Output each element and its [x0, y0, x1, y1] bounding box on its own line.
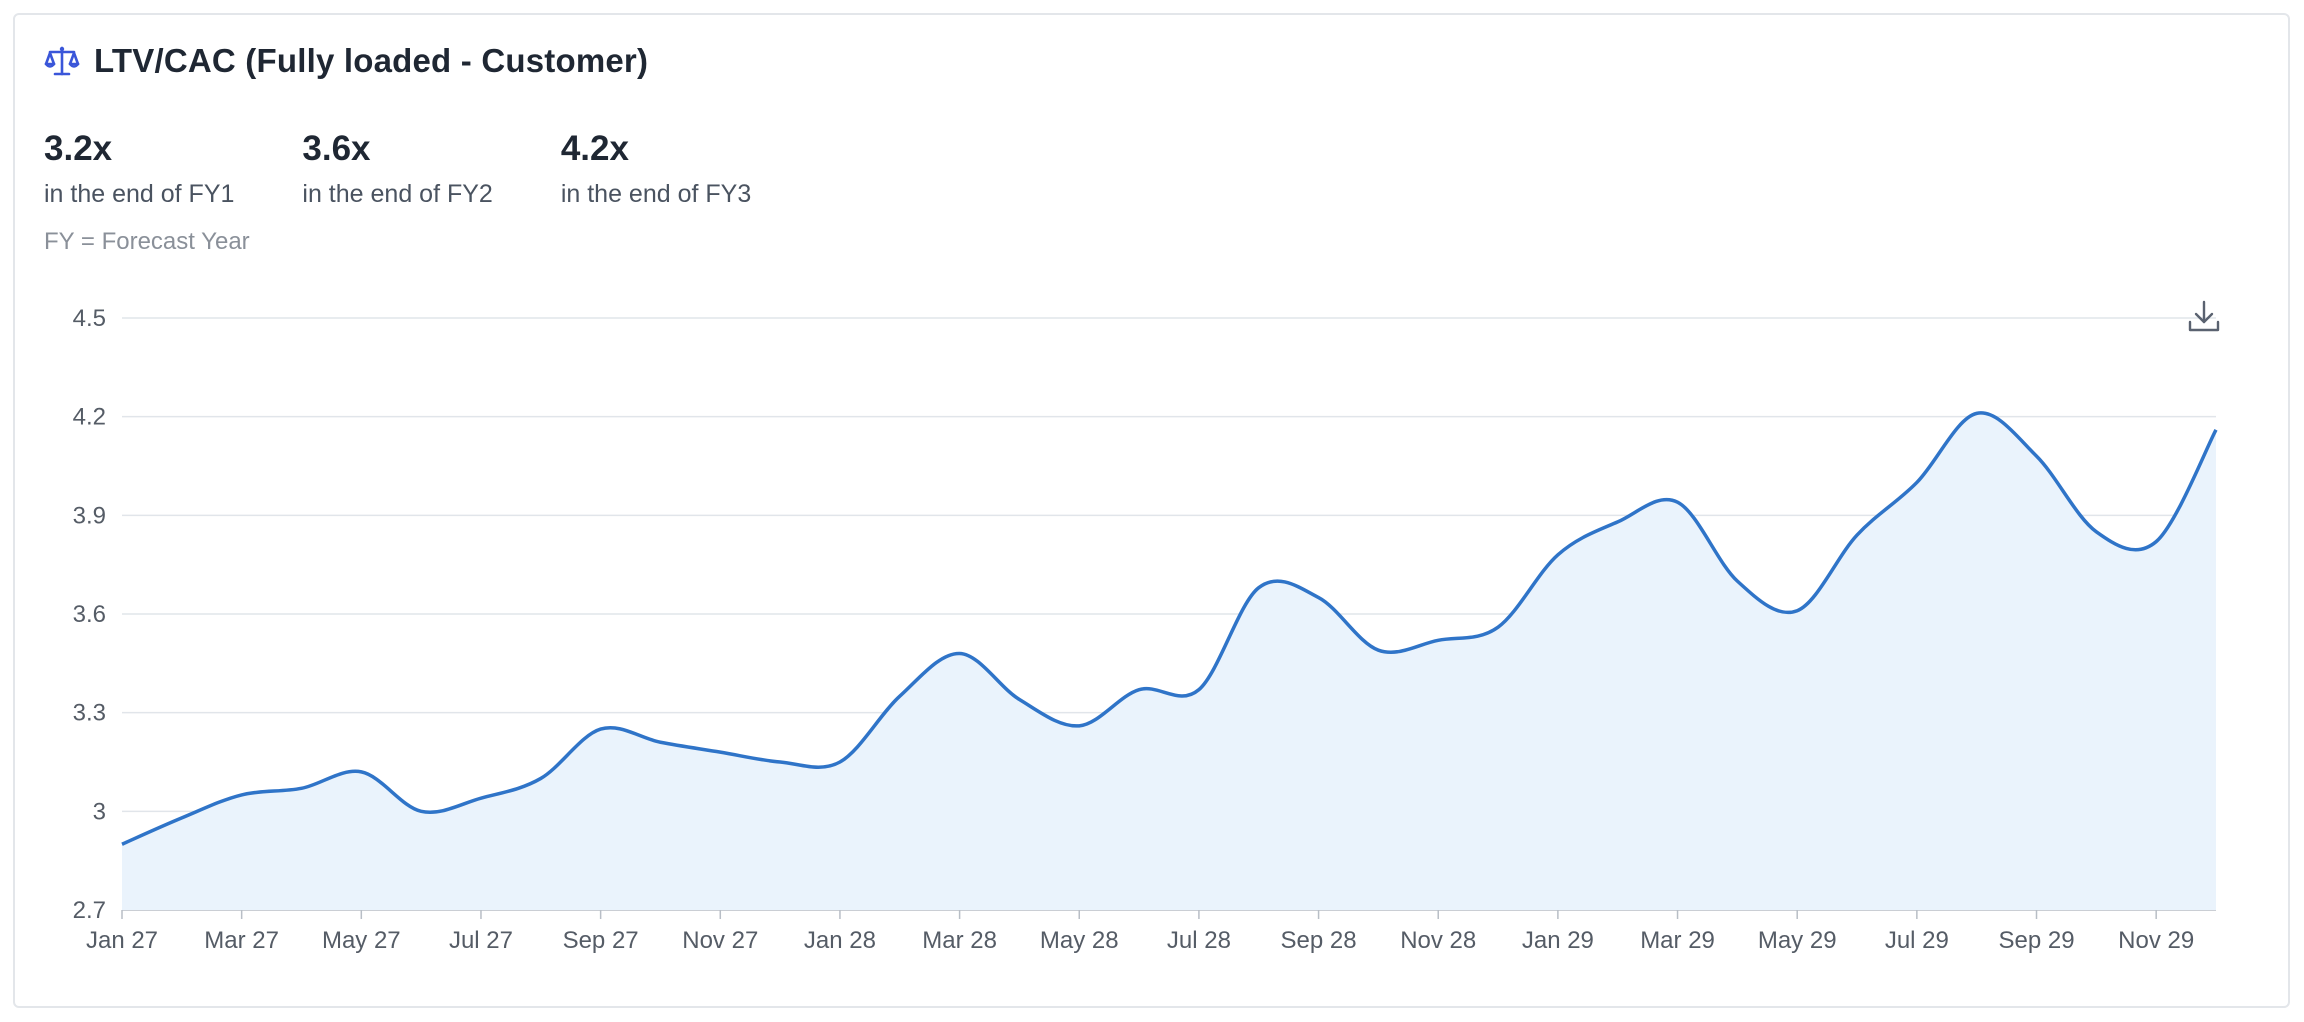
kpi-label: in the end of FY3: [560, 180, 752, 208]
data-point-jul-27[interactable]: [475, 792, 487, 804]
download-icon[interactable]: [2187, 298, 2221, 334]
data-point-oct-28[interactable]: [1372, 644, 1384, 656]
data-point-sep-27[interactable]: [595, 723, 607, 735]
data-point-dec-28[interactable]: [1492, 621, 1504, 633]
data-point-nov-28[interactable]: [1432, 634, 1444, 646]
x-tick-label: Mar 27: [204, 927, 279, 954]
x-tick-label: Jul 29: [1885, 927, 1949, 954]
data-point-oct-27[interactable]: [654, 736, 666, 748]
x-tick-label: May 28: [1040, 927, 1119, 954]
area-fill: [122, 412, 2216, 910]
kpi-fy1: 3.2x in the end of FY1: [44, 128, 234, 209]
y-tick-label: 2.7: [73, 897, 106, 924]
chart-title: LTV/CAC (Fully loaded - Customer): [94, 42, 649, 79]
x-tick-label: Jan 28: [804, 927, 876, 954]
kpi-label: in the end of FY1: [44, 180, 235, 208]
data-point-jan-29[interactable]: [1552, 549, 1564, 561]
x-tick-label: Mar 28: [922, 927, 997, 954]
data-point-mar-28[interactable]: [954, 647, 966, 659]
x-tick-label: Nov 29: [2118, 927, 2194, 954]
data-point-apr-29[interactable]: [1731, 575, 1743, 587]
data-point-sep-29[interactable]: [2031, 450, 2043, 462]
x-tick-label: Sep 28: [1281, 927, 1357, 954]
scale-icon: [44, 43, 80, 79]
y-tick-label: 3.9: [73, 502, 106, 529]
kpi-fy2: 3.6x in the end of FY2: [302, 128, 492, 209]
y-tick-label: 4.2: [73, 404, 106, 431]
data-point-feb-29[interactable]: [1612, 516, 1624, 528]
kpi-value: 3.2x: [44, 129, 113, 168]
data-point-feb-27[interactable]: [176, 812, 188, 824]
data-point-jun-28[interactable]: [1133, 684, 1145, 696]
x-tick-label: Sep 27: [563, 927, 639, 954]
data-point-aug-29[interactable]: [1971, 407, 1983, 419]
x-tick-label: May 29: [1758, 927, 1837, 954]
data-point-aug-27[interactable]: [535, 772, 547, 784]
data-point-may-28[interactable]: [1073, 720, 1085, 732]
kpi-fy3: 4.2x in the end of FY3: [561, 128, 751, 209]
data-point-aug-28[interactable]: [1253, 582, 1265, 594]
footnote: FY = Forecast Year: [44, 228, 250, 255]
y-tick-label: 4.5: [73, 305, 106, 332]
data-point-oct-29[interactable]: [2090, 526, 2102, 538]
series-line: [121, 411, 2218, 846]
data-point-nov-27[interactable]: [714, 746, 726, 758]
data-point-may-27[interactable]: [355, 766, 367, 778]
kpi-value: 3.6x: [302, 129, 371, 168]
data-point-jun-27[interactable]: [415, 805, 427, 817]
x-tick-label: Jan 29: [1522, 927, 1594, 954]
data-point-may-29[interactable]: [1791, 605, 1803, 617]
data-point-sep-28[interactable]: [1313, 592, 1325, 604]
kpi-label: in the end of FY2: [302, 180, 493, 208]
x-tick-label: Jul 27: [449, 927, 513, 954]
data-point-nov-29[interactable]: [2150, 536, 2162, 548]
data-point-mar-29[interactable]: [1672, 496, 1684, 508]
data-point-jun-29[interactable]: [1851, 529, 1863, 541]
y-tick-label: 3: [93, 798, 106, 825]
kpi-value: 4.2x: [560, 129, 629, 168]
data-point-jan-28[interactable]: [834, 756, 846, 768]
data-point-jan-27[interactable]: [116, 838, 128, 850]
x-tick-label: Jan 27: [86, 927, 158, 954]
data-point-dec-29[interactable]: [2210, 424, 2222, 436]
y-tick-label: 3.3: [73, 700, 106, 727]
data-point-jul-29[interactable]: [1911, 476, 1923, 488]
x-tick-label: Mar 29: [1640, 927, 1715, 954]
chart-header: LTV/CAC (Fully loaded - Customer): [44, 42, 648, 80]
data-point-dec-27[interactable]: [774, 756, 786, 768]
x-tick-label: Jul 28: [1167, 927, 1231, 954]
x-tick-label: May 27: [322, 927, 401, 954]
data-point-jul-28[interactable]: [1193, 684, 1205, 696]
data-point-feb-28[interactable]: [894, 690, 906, 702]
x-tick-label: Nov 28: [1400, 927, 1476, 954]
x-tick-label: Sep 29: [1998, 927, 2074, 954]
data-point-mar-27[interactable]: [236, 789, 248, 801]
y-tick-label: 3.6: [73, 601, 106, 628]
x-tick-label: Nov 27: [682, 927, 758, 954]
data-point-apr-27[interactable]: [295, 782, 307, 794]
data-point-apr-28[interactable]: [1013, 694, 1025, 706]
kpi-row: 3.2x in the end of FY1 3.6x in the end o…: [44, 128, 819, 209]
